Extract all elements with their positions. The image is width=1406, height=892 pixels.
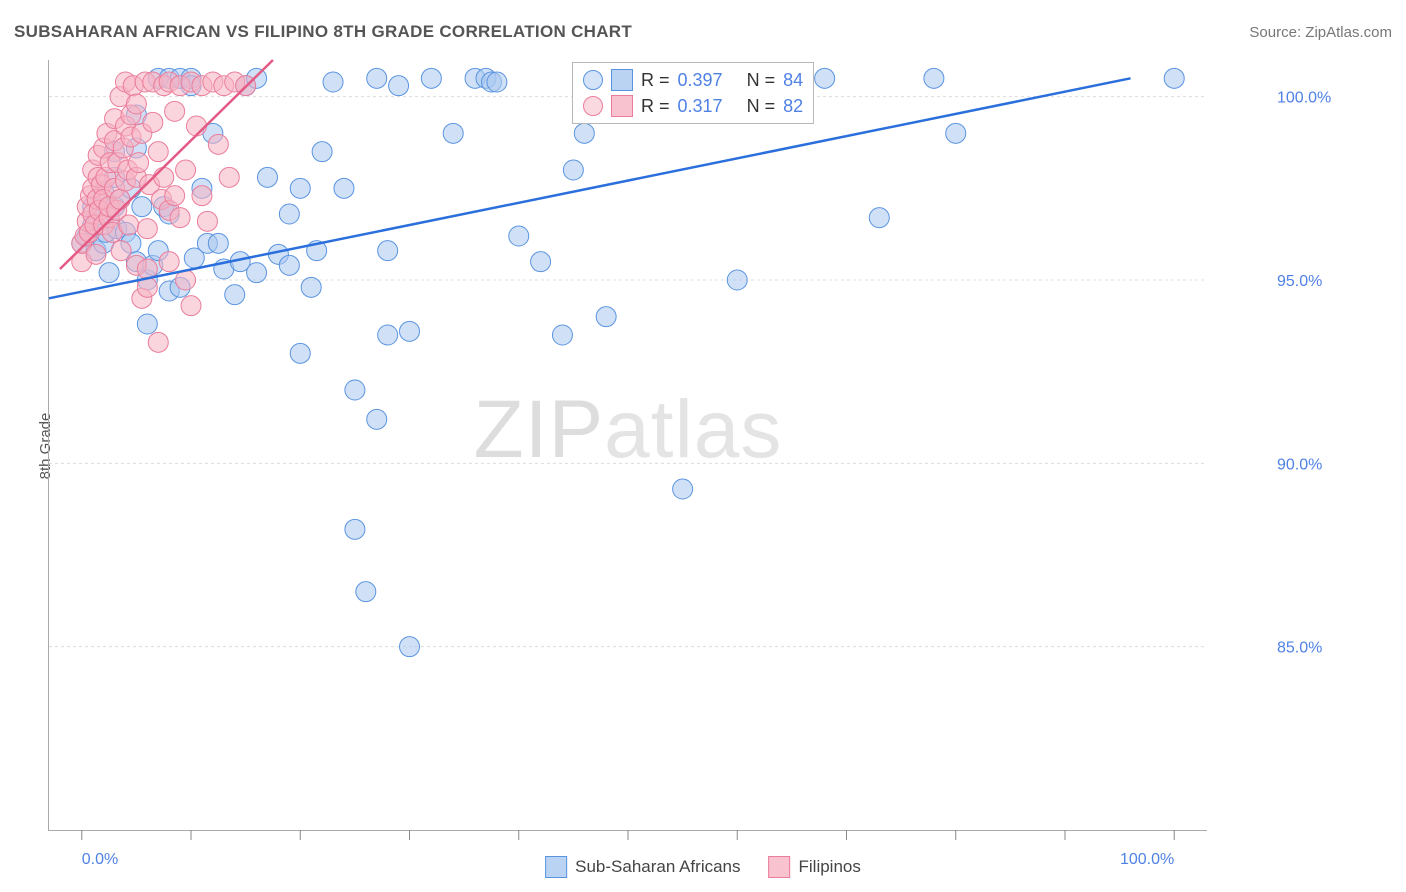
data-point bbox=[378, 241, 398, 261]
series-dot-icon bbox=[583, 70, 603, 90]
data-point bbox=[596, 307, 616, 327]
data-point bbox=[208, 134, 228, 154]
data-point bbox=[137, 314, 157, 334]
plot-svg: 85.0%90.0%95.0%100.0%0.0%100.0% bbox=[49, 60, 1207, 830]
data-point bbox=[345, 519, 365, 539]
data-point bbox=[137, 219, 157, 239]
data-point bbox=[279, 255, 299, 275]
data-point bbox=[110, 189, 130, 209]
data-point bbox=[257, 167, 277, 187]
legend-swatch-icon bbox=[545, 856, 567, 878]
data-point bbox=[126, 94, 146, 114]
scatter-plot: ZIPatlas 85.0%90.0%95.0%100.0%0.0%100.0%… bbox=[48, 60, 1207, 831]
legend-label: Filipinos bbox=[799, 857, 861, 877]
series-legend: Sub-Saharan Africans Filipinos bbox=[545, 856, 861, 878]
chart-title: SUBSAHARAN AFRICAN VS FILIPINO 8TH GRADE… bbox=[14, 22, 632, 42]
data-point bbox=[208, 233, 228, 253]
data-point bbox=[869, 208, 889, 228]
x-tick-label: 100.0% bbox=[1120, 851, 1174, 868]
data-point bbox=[192, 186, 212, 206]
y-tick-label: 90.0% bbox=[1277, 456, 1322, 473]
data-point bbox=[219, 167, 239, 187]
data-point bbox=[563, 160, 583, 180]
data-point bbox=[552, 325, 572, 345]
data-point bbox=[400, 637, 420, 657]
data-point bbox=[345, 380, 365, 400]
chart-source: Source: ZipAtlas.com bbox=[1249, 24, 1392, 41]
legend-label: Sub-Saharan Africans bbox=[575, 857, 740, 877]
data-point bbox=[509, 226, 529, 246]
series-swatch-icon bbox=[611, 69, 633, 91]
data-point bbox=[176, 160, 196, 180]
data-point bbox=[148, 332, 168, 352]
data-point bbox=[356, 582, 376, 602]
y-tick-label: 85.0% bbox=[1277, 640, 1322, 657]
data-point bbox=[531, 252, 551, 272]
data-point bbox=[86, 244, 106, 264]
data-point bbox=[389, 76, 409, 96]
data-point bbox=[129, 153, 149, 173]
data-point bbox=[279, 204, 299, 224]
data-point bbox=[290, 343, 310, 363]
data-point bbox=[143, 112, 163, 132]
data-point bbox=[924, 68, 944, 88]
y-tick-label: 100.0% bbox=[1277, 90, 1331, 107]
data-point bbox=[186, 116, 206, 136]
data-point bbox=[421, 68, 441, 88]
data-point bbox=[181, 296, 201, 316]
data-point bbox=[154, 167, 174, 187]
data-point bbox=[197, 211, 217, 231]
data-point bbox=[367, 409, 387, 429]
data-point bbox=[946, 123, 966, 143]
data-point bbox=[815, 68, 835, 88]
stats-legend: R =0.397N =84R =0.317N =82 bbox=[572, 62, 814, 124]
stats-row: R =0.397N =84 bbox=[583, 67, 803, 93]
data-point bbox=[290, 178, 310, 198]
legend-swatch-icon bbox=[769, 856, 791, 878]
data-point bbox=[99, 263, 119, 283]
data-point bbox=[132, 197, 152, 217]
data-point bbox=[1164, 68, 1184, 88]
data-point bbox=[400, 321, 420, 341]
series-swatch-icon bbox=[611, 95, 633, 117]
x-tick-label: 0.0% bbox=[82, 851, 118, 868]
r-value: 0.317 bbox=[678, 93, 723, 119]
y-tick-label: 95.0% bbox=[1277, 273, 1322, 290]
data-point bbox=[148, 142, 168, 162]
data-point bbox=[443, 123, 463, 143]
data-point bbox=[165, 186, 185, 206]
data-point bbox=[312, 142, 332, 162]
data-point bbox=[367, 68, 387, 88]
data-point bbox=[301, 277, 321, 297]
series-dot-icon bbox=[583, 96, 603, 116]
legend-item: Filipinos bbox=[769, 856, 861, 878]
data-point bbox=[487, 72, 507, 92]
data-point bbox=[673, 479, 693, 499]
data-point bbox=[159, 252, 179, 272]
data-point bbox=[165, 101, 185, 121]
data-point bbox=[378, 325, 398, 345]
data-point bbox=[170, 208, 190, 228]
data-point bbox=[225, 285, 245, 305]
r-value: 0.397 bbox=[678, 67, 723, 93]
data-point bbox=[119, 215, 139, 235]
stats-row: R =0.317N =82 bbox=[583, 93, 803, 119]
legend-item: Sub-Saharan Africans bbox=[545, 856, 740, 878]
n-value: 84 bbox=[783, 67, 803, 93]
data-point bbox=[247, 263, 267, 283]
chart-header: SUBSAHARAN AFRICAN VS FILIPINO 8TH GRADE… bbox=[14, 22, 1392, 42]
data-point bbox=[323, 72, 343, 92]
data-point bbox=[111, 241, 131, 261]
data-point bbox=[334, 178, 354, 198]
data-point bbox=[574, 123, 594, 143]
data-point bbox=[727, 270, 747, 290]
n-value: 82 bbox=[783, 93, 803, 119]
